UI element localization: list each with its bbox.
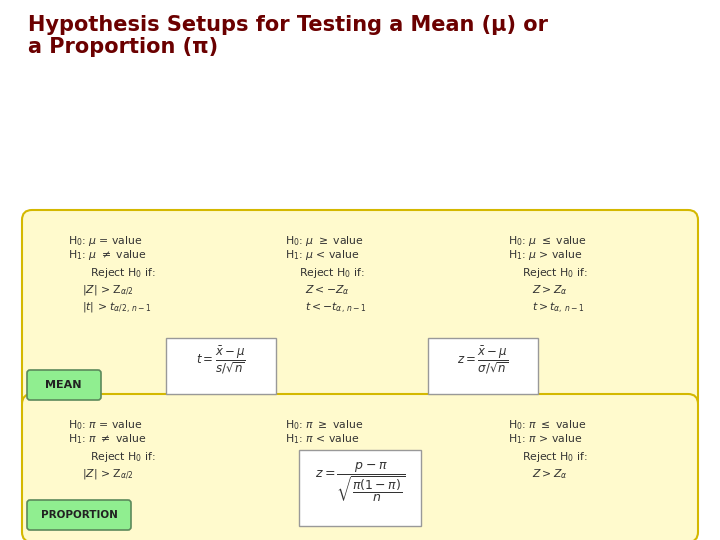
FancyBboxPatch shape	[27, 500, 131, 530]
Text: H$_1$: $\mu$ < value: H$_1$: $\mu$ < value	[285, 248, 360, 262]
Text: Hypothesis Setups for Testing a Mean (μ) or: Hypothesis Setups for Testing a Mean (μ)…	[28, 15, 548, 35]
Text: $z = \dfrac{\bar{x}-\mu}{\sigma/\sqrt{n}}$: $z = \dfrac{\bar{x}-\mu}{\sigma/\sqrt{n}…	[457, 344, 509, 376]
Text: $z = \dfrac{p-\pi}{\sqrt{\dfrac{\pi(1-\pi)}{n}}}$: $z = \dfrac{p-\pi}{\sqrt{\dfrac{\pi(1-\p…	[315, 461, 405, 504]
FancyBboxPatch shape	[428, 338, 538, 394]
Text: H$_1$: $\pi$ < value: H$_1$: $\pi$ < value	[285, 433, 359, 446]
Text: H$_1$: $\mu$ $\neq$ value: H$_1$: $\mu$ $\neq$ value	[68, 248, 147, 262]
Text: $Z < -Z_{\alpha}$: $Z < -Z_{\alpha}$	[305, 467, 349, 481]
Text: H$_1$: $\mu$ > value: H$_1$: $\mu$ > value	[508, 248, 582, 262]
FancyBboxPatch shape	[27, 370, 101, 400]
Text: Reject H$_0$ if:: Reject H$_0$ if:	[90, 266, 156, 280]
FancyBboxPatch shape	[166, 338, 276, 394]
Text: H$_0$: $\mu$ = value: H$_0$: $\mu$ = value	[68, 234, 143, 248]
Text: $Z > Z_{\alpha}$: $Z > Z_{\alpha}$	[532, 467, 567, 481]
Text: Reject H$_0$ if:: Reject H$_0$ if:	[299, 266, 365, 280]
FancyBboxPatch shape	[22, 394, 698, 540]
Text: H$_0$: $\mu$ $\geq$ value: H$_0$: $\mu$ $\geq$ value	[285, 234, 364, 248]
Text: H$_0$: $\pi$ $\leq$ value: H$_0$: $\pi$ $\leq$ value	[508, 418, 587, 432]
Text: H$_1$: $\pi$ $\neq$ value: H$_1$: $\pi$ $\neq$ value	[68, 433, 147, 446]
Text: a Proportion (π): a Proportion (π)	[28, 37, 218, 57]
Text: Reject H$_0$ if:: Reject H$_0$ if:	[522, 450, 588, 464]
Text: $Z > Z_{\alpha}$: $Z > Z_{\alpha}$	[532, 284, 567, 297]
Text: $Z < -Z_{\alpha}$: $Z < -Z_{\alpha}$	[305, 284, 349, 297]
Text: $t > t_{\alpha,\,n-1}$: $t > t_{\alpha,\,n-1}$	[532, 301, 585, 316]
Text: H$_0$: $\pi$ $\geq$ value: H$_0$: $\pi$ $\geq$ value	[285, 418, 364, 432]
Text: H$_1$: $\pi$ > value: H$_1$: $\pi$ > value	[508, 433, 582, 446]
Text: $|t|$ > $t_{\alpha/2,\,n-1}$: $|t|$ > $t_{\alpha/2,\,n-1}$	[82, 301, 151, 315]
FancyBboxPatch shape	[22, 210, 698, 412]
Text: PROPORTION: PROPORTION	[40, 510, 117, 520]
Text: $|Z|$ > Z$_{\alpha/2}$: $|Z|$ > Z$_{\alpha/2}$	[82, 284, 134, 298]
Text: $t < -t_{\alpha,\,n-1}$: $t < -t_{\alpha,\,n-1}$	[305, 301, 366, 316]
Text: Reject H$_0$ if:: Reject H$_0$ if:	[299, 450, 365, 464]
Text: MEAN: MEAN	[45, 380, 81, 390]
Text: Reject H$_0$ if:: Reject H$_0$ if:	[522, 266, 588, 280]
Text: Reject H$_0$ if:: Reject H$_0$ if:	[90, 450, 156, 464]
FancyBboxPatch shape	[299, 450, 421, 526]
Text: $t = \dfrac{\bar{x}-\mu}{s/\sqrt{n}}$: $t = \dfrac{\bar{x}-\mu}{s/\sqrt{n}}$	[196, 344, 246, 376]
Text: H$_0$: $\pi$ = value: H$_0$: $\pi$ = value	[68, 418, 143, 432]
Text: $|Z|$ > Z$_{\alpha/2}$: $|Z|$ > Z$_{\alpha/2}$	[82, 467, 134, 481]
Text: H$_0$: $\mu$ $\leq$ value: H$_0$: $\mu$ $\leq$ value	[508, 234, 587, 248]
